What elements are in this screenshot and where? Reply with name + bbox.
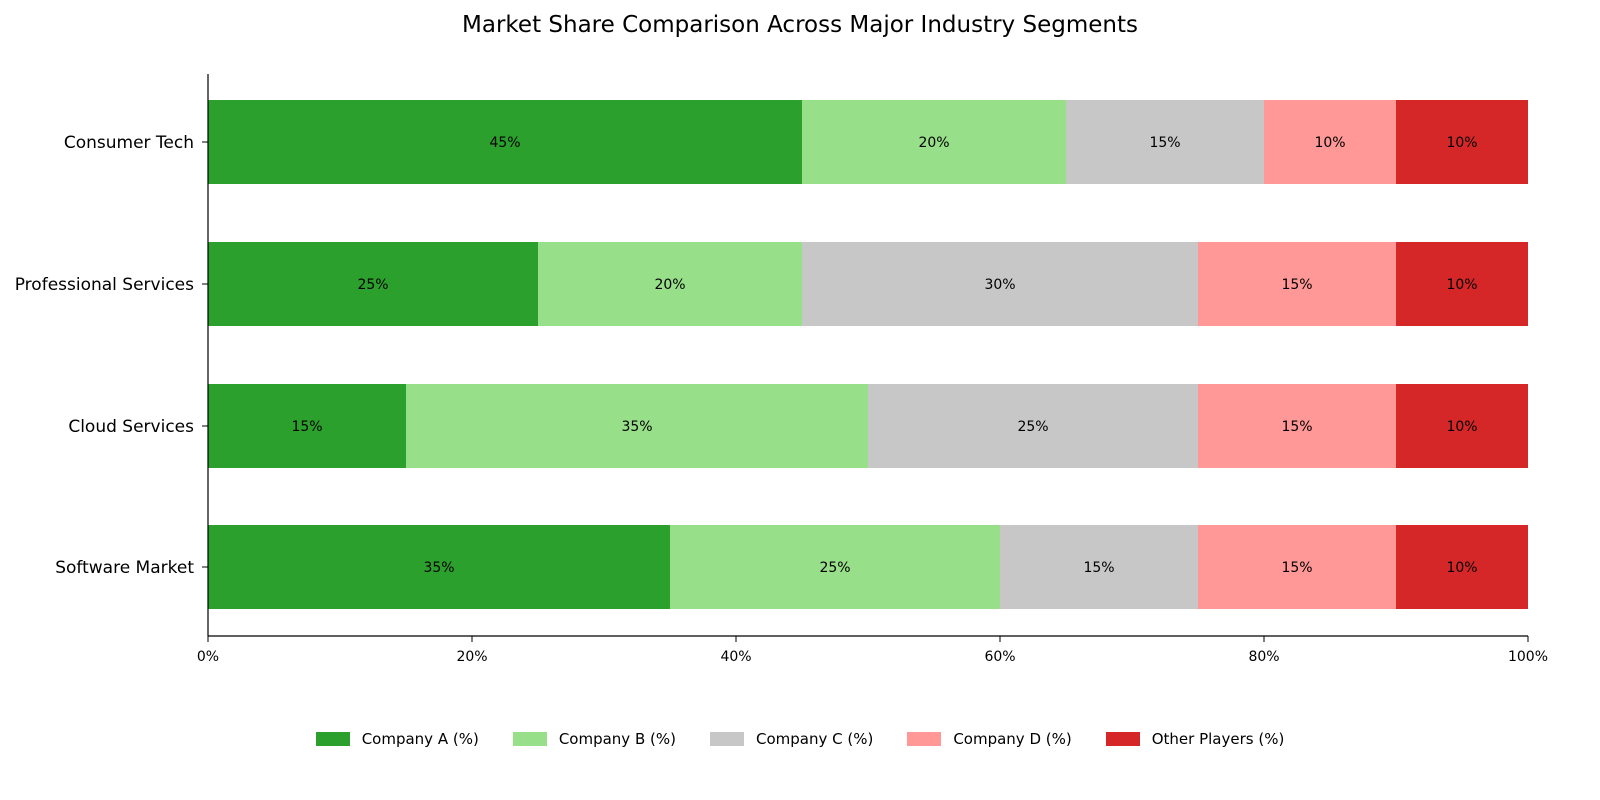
data-label: 15% [1281,419,1312,435]
data-label: 15% [1281,560,1312,576]
bar-segment [208,100,802,184]
legend-label: Company A (%) [361,730,479,748]
x-tick-label: 0% [197,649,219,665]
legend-item: Other Players (%) [1105,730,1285,748]
data-label: 10% [1446,135,1477,151]
bar-segment [1396,242,1528,326]
bar-segment [1396,100,1528,184]
x-tick-label: 80% [1248,649,1279,665]
bar-segment [1396,384,1528,468]
legend-swatch [1105,732,1140,746]
data-label: 30% [984,277,1015,293]
data-label: 25% [357,277,388,293]
data-label: 25% [1017,419,1048,435]
bar-chart: 45% 20% 15% 10% 10% 25% 20% 30% 15% 10% 15% 35% 25% 1… [15,74,1548,665]
x-tick-label: 100% [1508,649,1548,665]
bar-segment [1396,525,1528,609]
legend-item: Company A (%) [315,730,479,748]
bar-segment [1000,525,1198,609]
data-label: 25% [819,560,850,576]
legend-label: Company D (%) [953,730,1072,748]
legend-swatch [315,732,350,746]
bar-segment [670,525,1000,609]
legend-swatch [907,732,942,746]
bar-segment [1066,100,1264,184]
bar-segment [406,384,868,468]
bar-segment [1264,100,1396,184]
bar-segment [1198,384,1396,468]
legend-item: Company C (%) [709,730,874,748]
bar-segment [538,242,802,326]
chart-legend: Company A (%) Company B (%) Company C (%) C… [0,730,1600,748]
x-tick-label: 60% [984,649,1015,665]
axes-layer: Consumer Tech Professional Services Cloud … [15,74,1548,665]
x-tick-label: 40% [720,649,751,665]
data-label: 15% [1149,135,1180,151]
data-label: 20% [654,277,685,293]
bar-segment [1198,525,1396,609]
data-label: 10% [1446,560,1477,576]
legend-label: Company C (%) [755,730,874,748]
bar-segment [802,100,1066,184]
legend-label: Other Players (%) [1151,730,1285,748]
data-label: 10% [1446,277,1477,293]
bars-layer: 45% 20% 15% 10% 10% 25% 20% 30% 15% 10% 15% 35% 25% 1… [208,100,1528,609]
x-tick-label: 20% [456,649,487,665]
category-label: Professional Services [15,275,194,295]
data-label: 15% [291,419,322,435]
legend-item: Company D (%) [907,730,1072,748]
data-label: 45% [489,135,520,151]
legend-item: Company B (%) [512,730,676,748]
bar-segment [208,525,670,609]
bar-segment [208,242,538,326]
data-label: 10% [1314,135,1345,151]
category-label: Software Market [55,558,194,578]
bar-segment [208,384,406,468]
data-label: 35% [621,419,652,435]
data-label: 10% [1446,419,1477,435]
category-label: Consumer Tech [64,133,194,153]
legend-swatch [709,732,744,746]
data-label: 35% [423,560,454,576]
data-label: 20% [918,135,949,151]
bar-segment [1198,242,1396,326]
legend-swatch [512,732,547,746]
data-label: 15% [1083,560,1114,576]
category-label: Cloud Services [68,417,194,437]
bar-segment [868,384,1198,468]
chart-title: Market Share Comparison Across Major Ind… [462,12,1138,38]
legend-label: Company B (%) [558,730,676,748]
bar-segment [802,242,1198,326]
data-label: 15% [1281,277,1312,293]
